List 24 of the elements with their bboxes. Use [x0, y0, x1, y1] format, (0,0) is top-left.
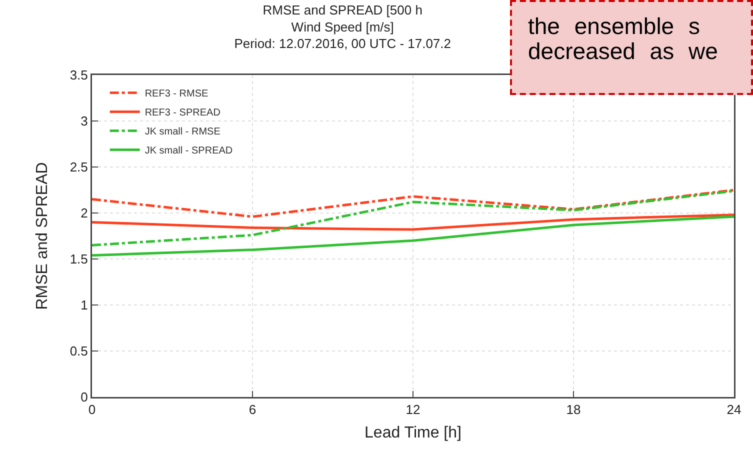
- x-tick-label: 24: [726, 402, 742, 418]
- y-tick-label: 1.5: [70, 252, 88, 267]
- y-tick-label: 3.5: [70, 68, 88, 83]
- line-series: [92, 190, 734, 246]
- legend-label: JK small - RMSE: [144, 126, 221, 138]
- y-tick-label: 0: [80, 390, 88, 405]
- y-tick-label: 2.5: [70, 160, 88, 175]
- legend-label: REF3 - RMSE: [144, 88, 209, 100]
- y-tick-label: 2: [80, 206, 88, 221]
- y-tick-label: 3: [80, 114, 88, 129]
- x-tick-label: 6: [248, 402, 256, 418]
- y-axis-title: RMSE and SPREAD: [34, 162, 51, 310]
- legend-label: REF3 - SPREAD: [144, 108, 220, 119]
- line-series: [92, 215, 734, 257]
- chart-title: RMSE and SPREAD [500 h Wind Speed [m/s] Period: 12.07.2016, 00 UTC - 17.07.2: [234, 2, 452, 52]
- line-series: [92, 188, 734, 218]
- line-series: [92, 214, 734, 231]
- legend-label: JK small - SPREAD: [144, 146, 233, 157]
- text: the ensemble s decreased as we: [510, 0, 753, 95]
- x-tick-label: 18: [566, 402, 581, 418]
- x-tick-label: 12: [406, 402, 420, 418]
- y-tick-label: 1: [80, 298, 88, 313]
- y-tick-label: 0.5: [70, 344, 88, 359]
- x-axis-title: Lead Time [h]: [364, 424, 462, 442]
